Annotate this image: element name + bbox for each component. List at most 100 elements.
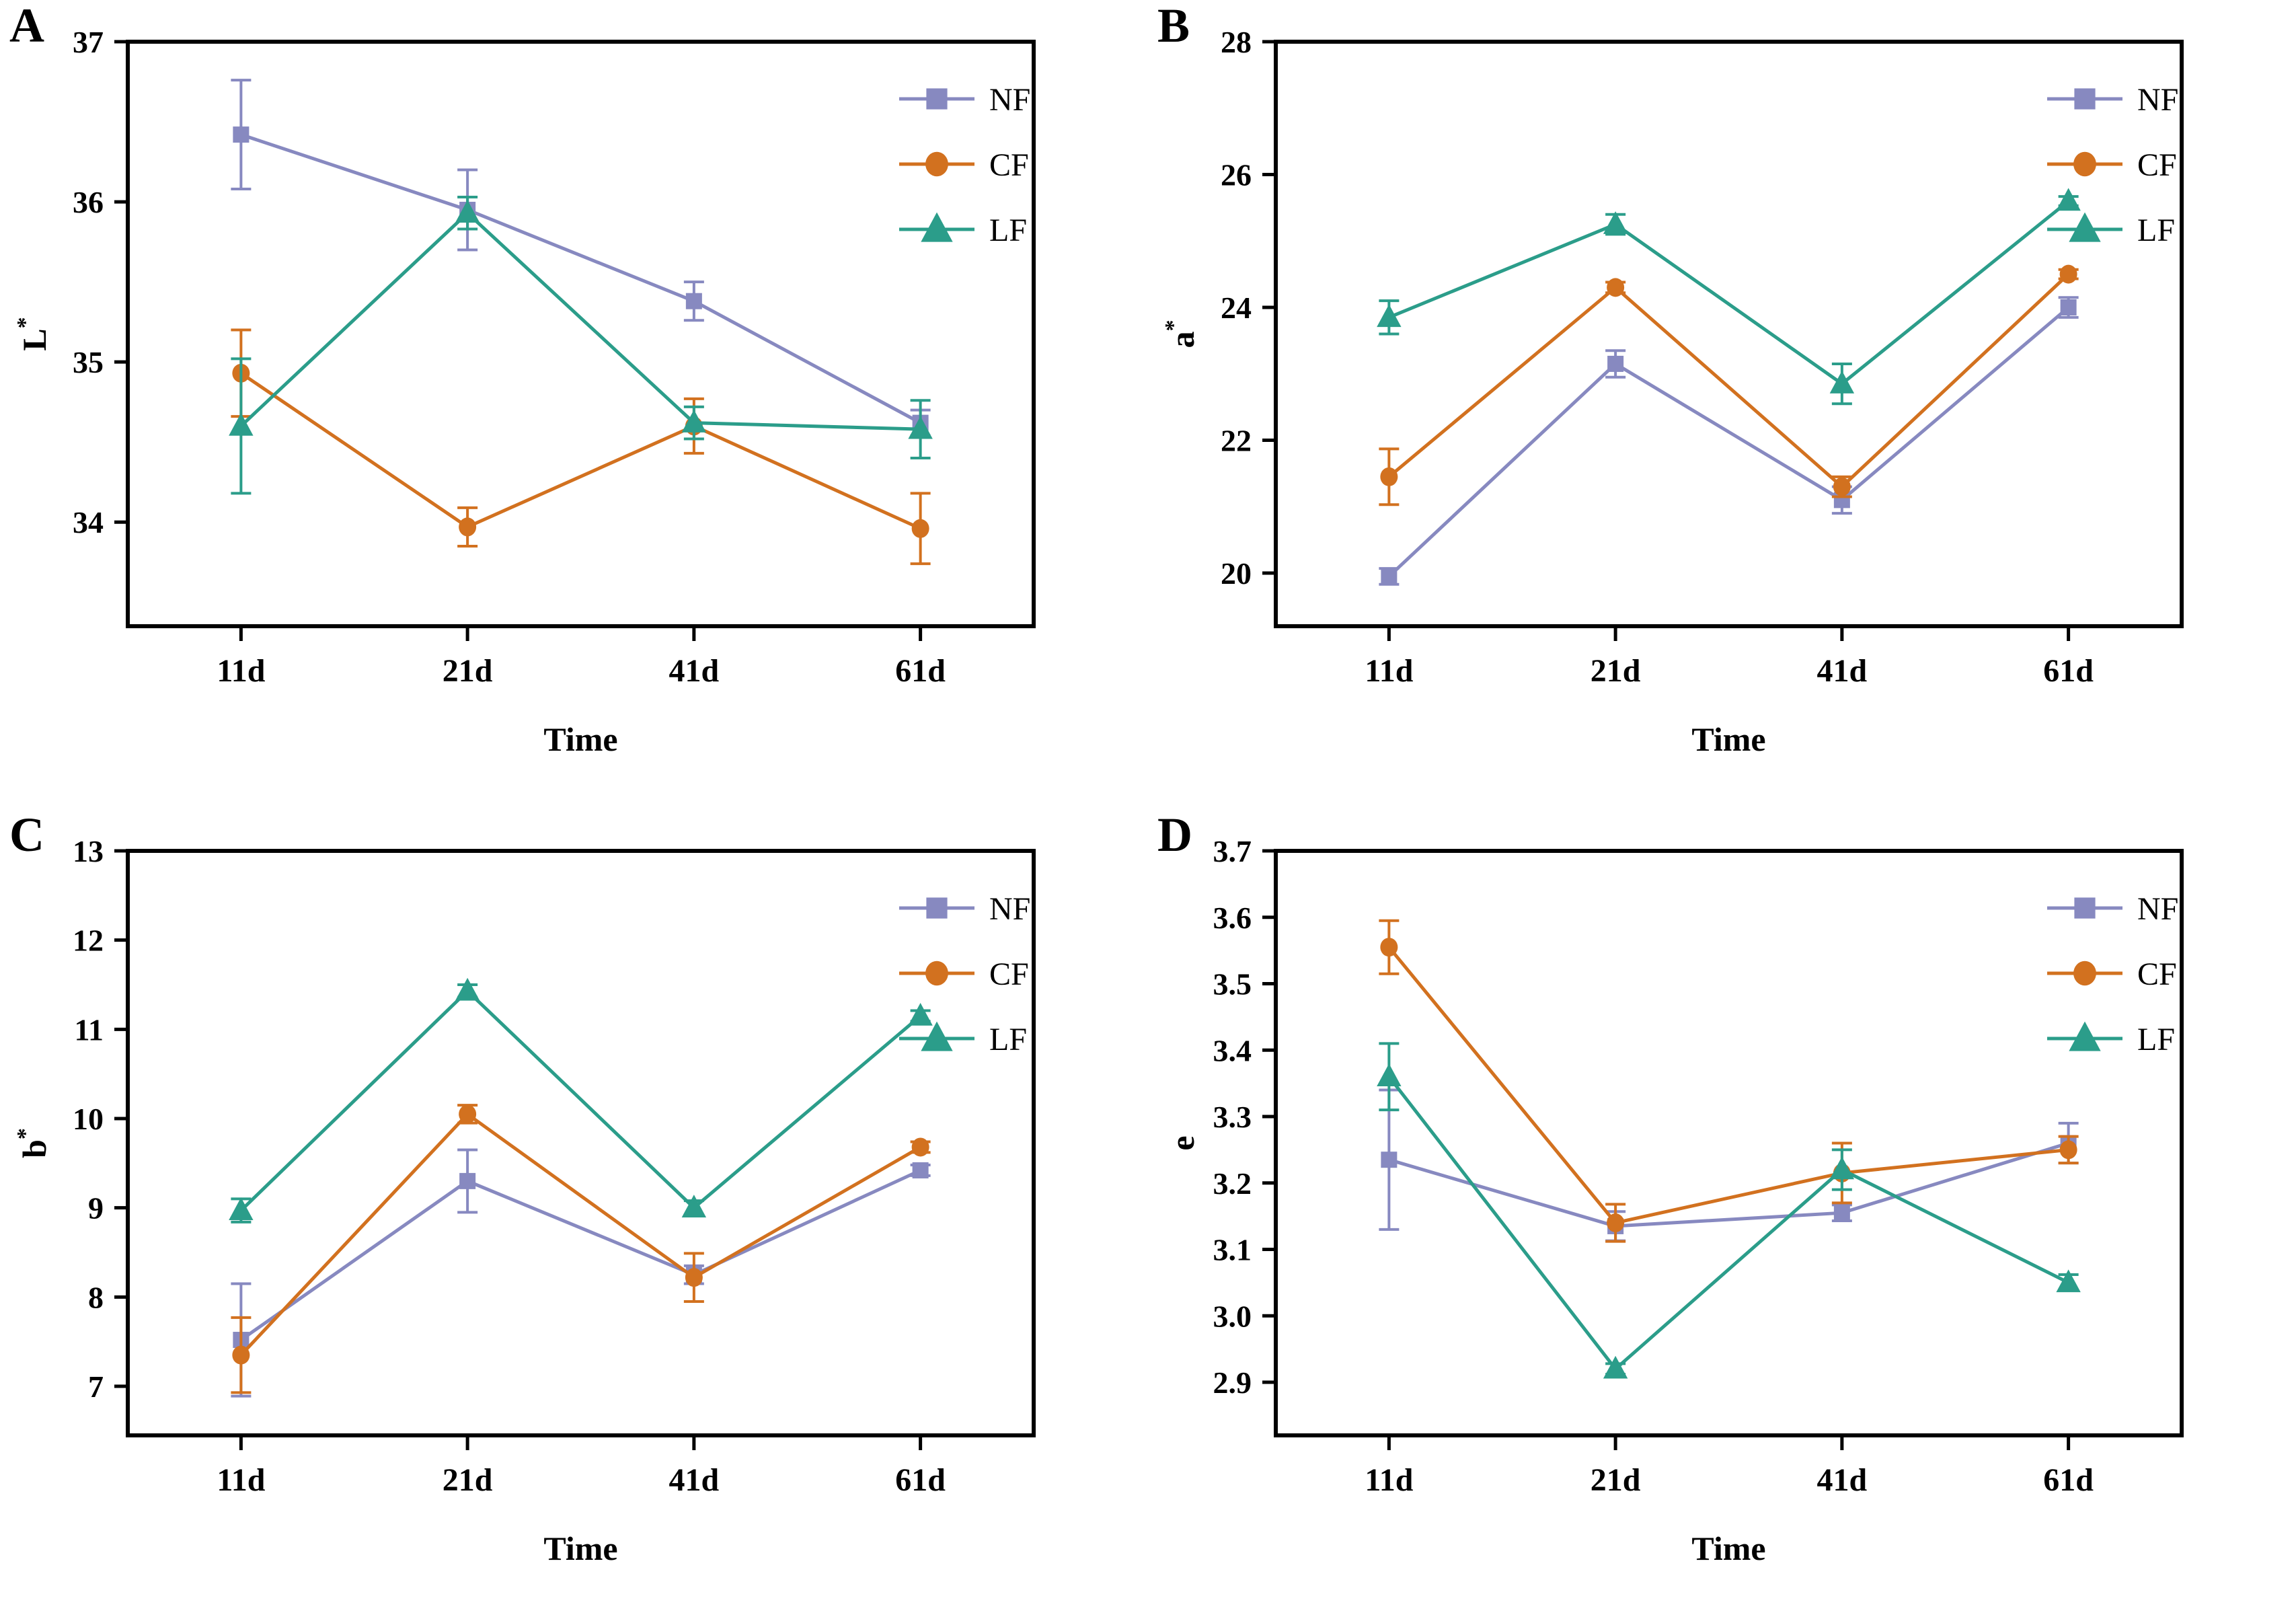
marker-triangle [1377, 1063, 1402, 1087]
y-tick-label: 24 [1221, 291, 1252, 325]
y-axis: 20 22 24 26 28 [1221, 25, 1276, 591]
marker-square [926, 897, 948, 919]
legend-label: CF [2137, 147, 2177, 183]
legend-label: NF [989, 891, 1030, 927]
chart-B-line-plot: 20 22 24 26 28 11d 21d 41d 61d Time a* NF CF LF [1161, 25, 2184, 758]
legend-label: LF [2137, 1022, 2175, 1057]
marker-square [1381, 568, 1398, 585]
series-line-NF [1388, 1141, 2069, 1228]
marker-circle [2059, 264, 2077, 284]
y-tick-label: 3.0 [1213, 1299, 1252, 1333]
legend: NF CF LF [899, 82, 1030, 248]
x-tick-label: 11d [217, 653, 265, 689]
marker-circle [911, 519, 929, 538]
y-axis-title: e [1163, 1135, 1201, 1150]
y-tick-label: 3.5 [1213, 967, 1252, 1002]
series-line-CF [239, 1112, 921, 1357]
marker-triangle [1603, 211, 1628, 234]
series-line-CF [1387, 946, 2069, 1225]
panel-A: A 34 35 36 37 11d 21d 41d 61d Time L* NF CF LF [0, 0, 1148, 809]
marker-triangle [681, 410, 707, 432]
x-tick-label: 41d [1817, 1462, 1868, 1498]
panel-label-B: B [1157, 0, 1190, 52]
series-CF [231, 1104, 931, 1394]
marker-triangle [921, 1021, 953, 1051]
x-axis-title: Time [1691, 720, 1765, 758]
x-axis: 11d 21d 41d 61d [217, 1435, 946, 1498]
x-axis: 11d 21d 41d 61d [1365, 626, 2094, 689]
y-axis-title: a* [1161, 320, 1201, 348]
marker-square [685, 293, 702, 309]
series-LF [1377, 1042, 2081, 1379]
marker-circle [1607, 1213, 1625, 1232]
marker-triangle [908, 1002, 933, 1026]
marker-triangle [2069, 1021, 2101, 1051]
marker-triangle [908, 416, 933, 439]
x-tick-label: 61d [895, 653, 946, 689]
legend-label: NF [2137, 891, 2178, 927]
y-axis-title: b* [13, 1128, 53, 1158]
plot-area-B: 20 22 24 26 28 11d 21d 41d 61d Time a* NF CF LF [1161, 25, 2184, 758]
y-tick-label: 3.7 [1213, 834, 1252, 868]
y-tick-label: 7 [88, 1369, 104, 1404]
series-line-NF [240, 133, 921, 424]
y-tick-label: 34 [73, 505, 104, 539]
y-axis-title: L* [13, 317, 53, 350]
series-line-LF [1387, 1076, 2069, 1371]
plot-area-A: 34 35 36 37 11d 21d 41d 61d Time L* NF CF LF [13, 25, 1036, 758]
y-tick-label: 9 [88, 1191, 104, 1226]
marker-square [2060, 299, 2077, 315]
x-tick-label: 41d [1817, 653, 1868, 689]
legend-item-LF: LF [2047, 212, 2175, 248]
marker-circle [459, 517, 477, 537]
series-line-NF [1387, 306, 2070, 578]
marker-circle [1380, 938, 1398, 957]
series-NF [1379, 1088, 2079, 1242]
legend: NF CF LF [2047, 891, 2178, 1057]
legend-label: CF [989, 956, 1029, 992]
legend-item-CF: CF [2047, 956, 2177, 992]
marker-triangle [2056, 188, 2081, 211]
marker-circle [925, 961, 948, 986]
chart-C-line-plot: 7 8 9 10 11 12 13 11d 21d 41d 61d Time b* NF CF LF [13, 834, 1036, 1567]
x-axis: 11d 21d 41d 61d [217, 626, 946, 689]
legend-label: CF [2137, 956, 2177, 992]
y-tick-label: 20 [1221, 556, 1252, 591]
series-CF [231, 328, 931, 566]
x-tick-label: 11d [217, 1462, 265, 1498]
legend-label: LF [989, 213, 1027, 248]
y-tick-label: 3.2 [1213, 1166, 1252, 1201]
chart-A-line-plot: 34 35 36 37 11d 21d 41d 61d Time L* NF CF LF [13, 25, 1036, 758]
legend-label: LF [989, 1022, 1027, 1057]
legend: NF CF LF [2047, 82, 2178, 248]
x-axis-title: Time [543, 720, 617, 758]
plot-box [1274, 849, 2184, 1437]
legend-item-CF: CF [899, 147, 1029, 183]
legend-item-CF: CF [899, 956, 1029, 992]
marker-triangle [1829, 371, 1855, 393]
y-tick-label: 37 [73, 25, 104, 59]
panel-label-A: A [9, 0, 44, 52]
x-axis-title: Time [543, 1530, 617, 1567]
series-line-LF [239, 211, 921, 431]
x-tick-label: 41d [669, 653, 720, 689]
x-axis: 11d 21d 41d 61d [1365, 1435, 2094, 1498]
panel-C: C 7 8 9 10 11 12 13 11d 21d 41d 61d Time b* NF CF LF [0, 809, 1148, 1618]
series-LF [229, 195, 933, 495]
y-tick-label: 3.3 [1213, 1100, 1252, 1134]
plot-box [126, 849, 1036, 1437]
x-tick-label: 61d [2043, 1462, 2094, 1498]
panel-D: D 2.9 3.0 3.1 3.2 3.3 3.4 3.5 3.6 3.7 11d 21d 41d 61… [1148, 809, 2296, 1618]
legend-item-NF: NF [899, 82, 1030, 118]
legend-label: NF [989, 82, 1030, 118]
plot-area-D: 2.9 3.0 3.1 3.2 3.3 3.4 3.5 3.6 3.7 11d 21d 41d 61d T… [1163, 834, 2184, 1567]
y-tick-label: 36 [73, 185, 104, 219]
series-LF [1377, 188, 2081, 406]
chart-D-line-plot: 2.9 3.0 3.1 3.2 3.3 3.4 3.5 3.6 3.7 11d 21d 41d 61d T… [1163, 834, 2184, 1567]
legend-label: LF [2137, 213, 2175, 248]
marker-circle [2073, 151, 2096, 177]
series-line-NF [239, 1168, 921, 1342]
marker-circle [1607, 278, 1625, 297]
legend-item-NF: NF [2047, 82, 2178, 118]
